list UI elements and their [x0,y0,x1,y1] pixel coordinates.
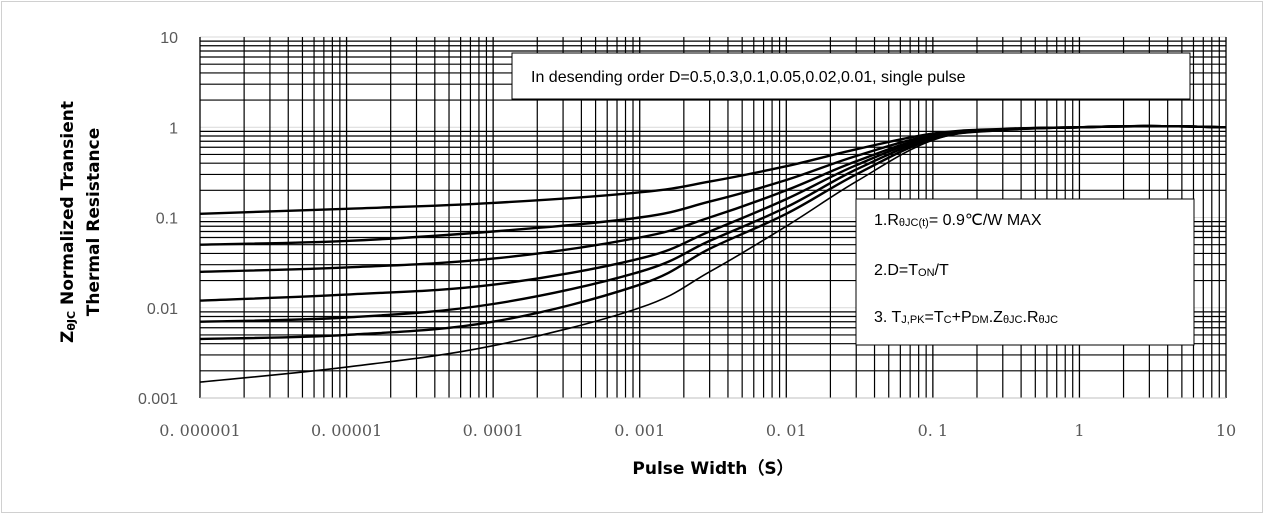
y-tick-labels: 0.001 0.01 0.1 1 10 [138,30,178,408]
note-line-1: 1.RθJC(t)= 0.9℃/W MAX [874,212,1042,229]
x-tick-label: 0. 01 [766,421,807,440]
x-tick-labels: 0. 000001 0. 00001 0. 0001 0. 001 0. 01 0. 1 1… [159,421,1236,440]
svg-text:Thermal Resistance: Thermal Resistance [84,128,104,317]
curve-series-7 [199,125,1227,383]
x-tick-label: 0. 000001 [159,421,240,440]
x-tick-label: 0. 0001 [463,421,524,440]
y-tick-label: 0.1 [156,211,178,228]
note-line-3: 3. TJ,PK=TC+PDM.ZθJC.RθJC [874,309,1058,326]
x-axis-title: Pulse Width（S） [632,458,793,479]
y-tick-label: 0.01 [147,301,178,318]
y-tick-label: 0.001 [138,391,178,408]
y-tick-label: 10 [160,30,178,47]
svg-text:ZθJC Normalized Transient: ZθJC Normalized Transient [58,101,78,343]
x-tick-label: 0. 001 [614,421,665,440]
x-tick-label: 1 [1074,421,1084,440]
x-tick-label: 10 [1216,421,1236,440]
y-tick-label: 1 [169,120,178,137]
x-tick-label: 0. 1 [918,421,949,440]
y-axis-title: ZθJC Normalized Transient Thermal Resist… [58,101,104,343]
note-line-2: 2.D=TON/T [874,262,949,279]
notes-box [855,198,1195,346]
legend-text: In desending order D=0.5,0.3,0.1,0.05,0.… [531,69,966,86]
x-tick-label: 0. 00001 [311,421,382,440]
legend-box [511,52,1191,100]
curves [199,124,1227,383]
